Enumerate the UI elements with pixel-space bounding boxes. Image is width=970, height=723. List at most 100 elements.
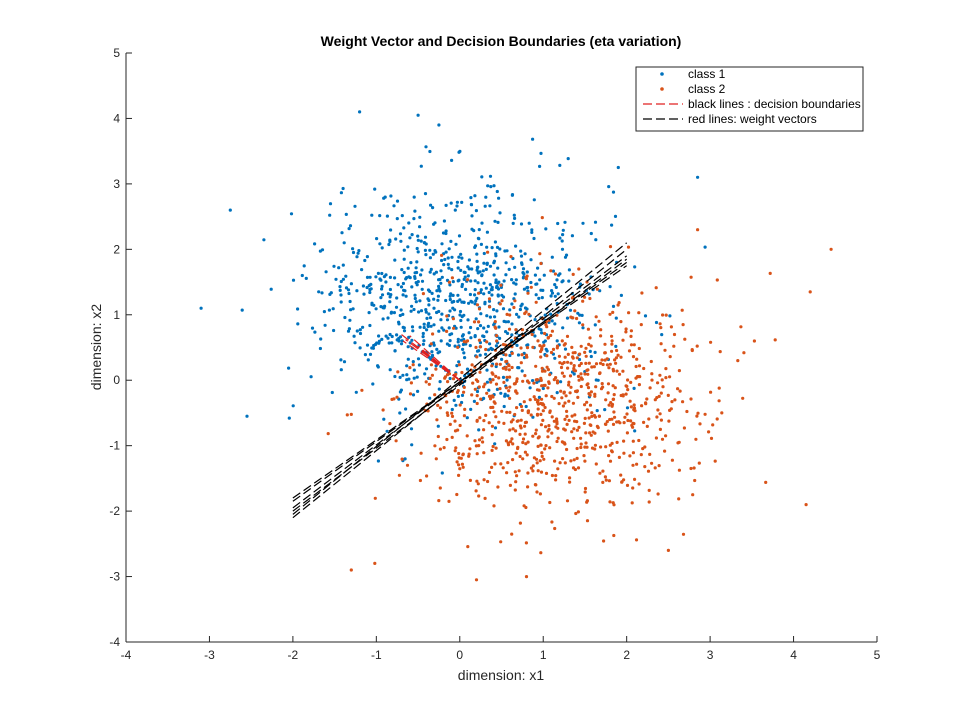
data-point	[402, 257, 406, 261]
data-point	[540, 397, 544, 401]
data-point	[406, 245, 410, 249]
data-point	[365, 275, 370, 279]
data-point	[603, 408, 607, 412]
data-point	[490, 285, 494, 289]
data-point	[465, 367, 470, 371]
data-point	[808, 290, 812, 294]
data-point	[508, 410, 512, 414]
data-point	[448, 339, 452, 343]
data-point	[496, 485, 500, 489]
data-point	[445, 400, 449, 404]
data-point	[492, 273, 496, 277]
data-point	[490, 465, 494, 469]
data-point	[631, 355, 636, 359]
data-point	[344, 286, 349, 290]
data-point	[455, 492, 459, 497]
data-point	[524, 575, 529, 579]
data-point	[633, 429, 637, 433]
data-point	[587, 361, 591, 365]
weight-vector-line	[402, 340, 461, 381]
data-point	[502, 279, 506, 283]
data-point	[594, 385, 598, 389]
data-point	[625, 431, 630, 435]
data-point	[645, 397, 649, 401]
data-point	[659, 326, 663, 330]
data-point	[456, 394, 460, 398]
data-point	[576, 395, 580, 399]
data-point	[611, 190, 616, 194]
data-point	[494, 415, 498, 419]
data-point	[479, 397, 483, 401]
data-point	[411, 329, 415, 333]
data-point	[711, 423, 715, 427]
data-point	[614, 356, 619, 360]
data-point	[549, 350, 554, 355]
data-point	[438, 406, 442, 410]
data-point	[410, 285, 414, 289]
data-point	[362, 292, 366, 296]
data-point	[520, 353, 524, 357]
data-point	[526, 485, 530, 489]
data-point	[479, 242, 483, 246]
data-point	[678, 389, 682, 393]
data-point	[428, 396, 432, 400]
data-point	[434, 367, 438, 371]
data-point	[637, 438, 641, 443]
data-point	[535, 380, 539, 384]
data-point	[457, 360, 461, 364]
data-point	[558, 461, 562, 465]
data-point	[469, 279, 473, 283]
data-point	[568, 476, 572, 480]
data-point	[470, 214, 474, 218]
data-point	[500, 357, 504, 361]
data-point	[559, 380, 563, 384]
data-point	[523, 432, 527, 436]
data-point	[349, 412, 353, 416]
data-point	[492, 410, 496, 414]
data-point	[318, 346, 322, 351]
data-point	[455, 204, 459, 208]
data-point	[656, 408, 660, 412]
data-point	[459, 268, 463, 272]
data-point	[400, 214, 404, 218]
data-point	[517, 469, 521, 473]
data-point	[499, 283, 503, 287]
data-point	[610, 449, 614, 453]
data-point	[616, 165, 620, 170]
data-point	[375, 237, 379, 241]
data-point	[572, 427, 576, 431]
data-point	[409, 261, 413, 265]
data-point	[485, 245, 489, 249]
data-point	[658, 373, 662, 377]
data-point	[586, 368, 590, 372]
data-point	[510, 302, 514, 306]
data-point	[439, 318, 443, 322]
data-point	[529, 466, 534, 470]
data-point	[697, 461, 701, 465]
data-point	[655, 415, 659, 419]
data-point	[512, 305, 516, 310]
data-point	[424, 310, 428, 314]
data-point	[540, 216, 544, 220]
data-point	[399, 239, 403, 243]
data-point	[380, 337, 384, 341]
data-point	[300, 273, 304, 278]
data-point	[624, 327, 628, 331]
data-point	[515, 343, 519, 347]
data-point	[538, 252, 542, 256]
data-point	[614, 344, 618, 348]
data-point	[473, 334, 477, 338]
data-point	[410, 338, 414, 342]
data-point	[502, 380, 506, 384]
data-point	[485, 340, 489, 344]
data-point	[386, 316, 390, 320]
data-point	[484, 413, 488, 417]
data-point	[497, 376, 501, 380]
data-point	[620, 480, 624, 484]
data-point	[593, 392, 597, 396]
data-point	[390, 341, 394, 345]
data-point	[513, 216, 517, 220]
data-point	[573, 467, 578, 472]
data-point	[676, 387, 680, 391]
data-point	[450, 411, 454, 415]
